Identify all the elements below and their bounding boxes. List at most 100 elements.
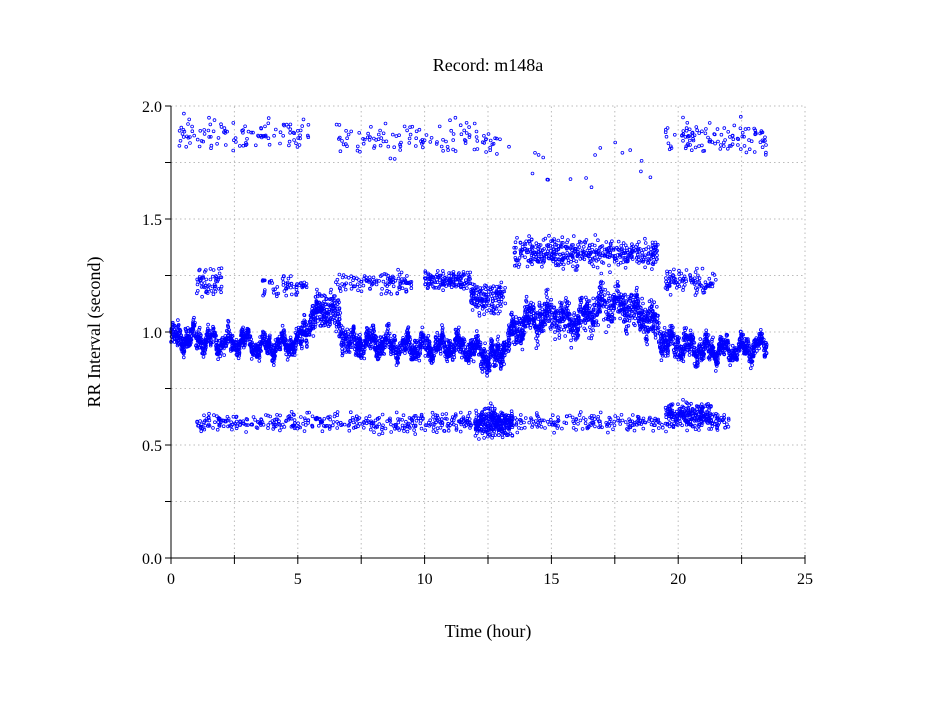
data-point: [438, 125, 441, 128]
data-point: [551, 414, 554, 417]
data-point: [346, 137, 349, 140]
data-point: [182, 136, 185, 139]
data-point: [216, 142, 219, 145]
data-point: [765, 144, 768, 147]
data-point: [661, 423, 664, 426]
data-point: [612, 428, 615, 431]
data-point: [590, 186, 593, 189]
data-point: [592, 297, 595, 300]
data-point: [694, 428, 697, 431]
data-point: [222, 425, 225, 428]
data-point: [714, 142, 717, 145]
data-point: [486, 374, 489, 377]
data-point: [497, 335, 500, 338]
data-point: [545, 292, 548, 295]
data-point: [408, 142, 411, 145]
data-point: [534, 151, 537, 154]
data-point: [203, 133, 206, 136]
data-point: [690, 149, 693, 152]
data-point: [238, 145, 241, 148]
data-point: [212, 130, 215, 133]
data-point: [355, 422, 358, 425]
data-point: [726, 147, 729, 150]
data-point: [338, 124, 341, 127]
data-point: [345, 129, 348, 132]
data-point: [570, 339, 573, 342]
data-point: [414, 433, 417, 436]
data-point: [546, 296, 549, 299]
data-point: [356, 145, 359, 148]
data-point: [629, 149, 632, 152]
data-point: [716, 128, 719, 131]
data-point: [274, 128, 277, 131]
data-point: [301, 125, 304, 128]
data-point: [446, 145, 449, 148]
data-point: [254, 419, 257, 422]
data-point: [584, 418, 587, 421]
data-point: [673, 133, 676, 136]
data-point: [454, 150, 457, 153]
grid: [171, 106, 805, 558]
data-point: [581, 428, 584, 431]
data-point: [600, 272, 603, 275]
data-point: [468, 126, 471, 129]
data-point: [660, 359, 663, 362]
data-point: [393, 158, 396, 161]
data-point: [424, 355, 427, 358]
data-point: [398, 134, 401, 137]
data-point: [733, 124, 736, 127]
data-point: [619, 317, 622, 320]
data-point: [621, 151, 624, 154]
data-point: [397, 421, 400, 424]
data-point: [281, 324, 284, 327]
data-point: [177, 319, 180, 322]
data-point: [737, 144, 740, 147]
data-point: [347, 133, 350, 136]
data-point: [389, 157, 392, 160]
data-point: [178, 129, 181, 132]
data-point: [661, 426, 664, 429]
data-point: [252, 416, 255, 419]
data-point: [722, 145, 725, 148]
data-point: [688, 128, 691, 131]
data-point: [387, 145, 390, 148]
data-point: [557, 416, 560, 419]
data-point: [299, 129, 302, 132]
data-point: [384, 122, 387, 125]
data-point: [554, 338, 557, 341]
data-point: [362, 426, 365, 429]
data-point: [542, 156, 545, 159]
data-point: [189, 142, 192, 145]
data-point: [544, 427, 547, 430]
data-point: [696, 129, 699, 132]
data-point: [475, 136, 478, 139]
data-point: [758, 347, 761, 350]
data-point: [499, 138, 502, 141]
data-point: [250, 358, 253, 361]
data-point: [459, 430, 462, 433]
data-point: [213, 119, 216, 122]
data-point: [761, 146, 764, 149]
data-point: [393, 146, 396, 149]
data-point: [279, 131, 282, 134]
data-point: [431, 411, 434, 414]
data-point: [293, 354, 296, 357]
data-point: [276, 413, 279, 416]
data-point: [200, 430, 203, 433]
data-point: [323, 417, 326, 420]
data-point: [385, 140, 388, 143]
data-point: [717, 140, 720, 143]
data-point: [640, 170, 643, 173]
data-point: [489, 139, 492, 142]
data-point: [468, 411, 471, 414]
data-point: [368, 415, 371, 418]
data-point: [465, 121, 468, 124]
data-point: [593, 418, 596, 421]
data-point: [484, 342, 487, 345]
data-point: [267, 122, 270, 125]
data-point: [460, 133, 463, 136]
data-point: [289, 131, 292, 134]
data-point: [459, 124, 462, 127]
data-point: [744, 128, 747, 131]
data-point: [701, 144, 704, 147]
